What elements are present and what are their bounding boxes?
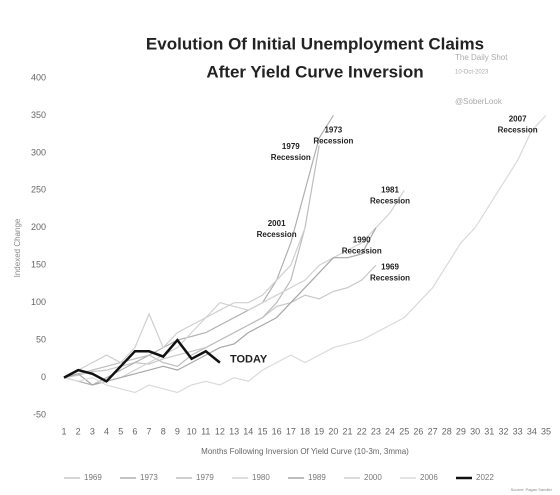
y-tick-label: 150 (31, 260, 46, 270)
x-tick-label: 18 (300, 426, 310, 436)
series-line (63, 145, 320, 379)
annotation: 2001 (268, 219, 286, 228)
x-tick-label: 11 (201, 426, 210, 436)
legend-label: 1979 (196, 473, 214, 482)
x-tick-label: 23 (371, 426, 381, 436)
x-tick-label: 22 (357, 426, 367, 436)
y-tick-label: 250 (31, 185, 46, 195)
watermark: 10-Oct-2023 (455, 70, 489, 76)
x-tick-label: 4 (104, 426, 109, 436)
x-tick-label: 27 (428, 426, 438, 436)
watermark: The Daily Shot (455, 53, 508, 62)
x-tick-label: 29 (456, 426, 466, 436)
watermark: @SoberLook (455, 97, 503, 106)
x-tick-label: 7 (147, 426, 152, 436)
annotation: 1981 (381, 185, 399, 194)
x-tick-label: 15 (257, 426, 267, 436)
today-label: TODAY (230, 353, 268, 365)
legend-label: 1973 (140, 473, 158, 482)
series-line (63, 114, 547, 394)
annotation: 1990 (353, 236, 371, 245)
x-tick-label: 24 (385, 426, 395, 436)
series-line (63, 227, 377, 386)
legend-label: 2006 (420, 473, 438, 482)
legend-label: 1989 (308, 473, 326, 482)
y-tick-label: 0 (41, 372, 46, 382)
x-tick-label: 6 (132, 426, 137, 436)
x-tick-label: 25 (399, 426, 409, 436)
chart-title: Evolution Of Initial Unemployment Claims (146, 34, 484, 53)
series-line (63, 264, 377, 379)
legend-label: 2022 (476, 473, 494, 482)
annotation: Recession (498, 125, 538, 134)
annotation: Recession (342, 247, 382, 256)
x-tick-label: 1 (61, 426, 66, 436)
annotation: 2007 (509, 114, 527, 123)
annotation: Recession (271, 153, 311, 162)
annotation: 1979 (282, 142, 300, 151)
y-axis-label: Indexed Change (13, 218, 22, 277)
annotation: Recession (313, 137, 353, 146)
annotation: Recession (257, 230, 297, 239)
y-tick-label: 200 (31, 222, 46, 232)
legend-label: 1980 (252, 473, 270, 482)
x-tick-label: 35 (541, 426, 551, 436)
x-tick-label: 33 (513, 426, 523, 436)
annotation: Recession (370, 196, 410, 205)
y-tick-label: 50 (36, 334, 46, 344)
x-tick-label: 9 (175, 426, 180, 436)
series-line (63, 338, 221, 383)
x-tick-label: 13 (229, 426, 239, 436)
annotation: 1973 (324, 126, 342, 135)
series-line (63, 115, 334, 386)
legend-label: 2000 (364, 473, 382, 482)
x-axis-label: Months Following Inversion Of Yield Curv… (201, 447, 409, 456)
x-tick-label: 31 (484, 426, 494, 436)
x-tick-label: 3 (90, 426, 95, 436)
x-tick-label: 2 (76, 426, 81, 436)
x-tick-label: 12 (215, 426, 225, 436)
x-tick-label: 19 (314, 426, 324, 436)
annotation: Recession (370, 274, 410, 283)
legend-label: 1969 (84, 473, 102, 482)
series-line (63, 227, 306, 379)
chart-subtitle: After Yield Curve Inversion (206, 62, 423, 81)
x-tick-label: 32 (498, 426, 508, 436)
y-tick-label: 350 (31, 110, 46, 120)
x-tick-label: 26 (413, 426, 423, 436)
x-tick-label: 16 (272, 426, 282, 436)
y-tick-label: 400 (31, 72, 46, 82)
x-tick-label: 5 (118, 426, 123, 436)
y-tick-label: 300 (31, 147, 46, 157)
x-tick-label: 17 (286, 426, 296, 436)
x-tick-label: 10 (187, 426, 197, 436)
x-tick-label: 21 (343, 426, 353, 436)
y-tick-label: -50 (33, 409, 46, 419)
x-tick-label: 8 (161, 426, 166, 436)
annotation: 1969 (381, 263, 399, 272)
y-tick-label: 100 (31, 297, 46, 307)
source: Source: Pagan Sandler (511, 487, 553, 492)
x-tick-label: 14 (243, 426, 253, 436)
x-tick-label: 34 (527, 426, 537, 436)
x-tick-label: 28 (442, 426, 452, 436)
x-tick-label: 20 (328, 426, 338, 436)
x-tick-label: 30 (470, 426, 480, 436)
